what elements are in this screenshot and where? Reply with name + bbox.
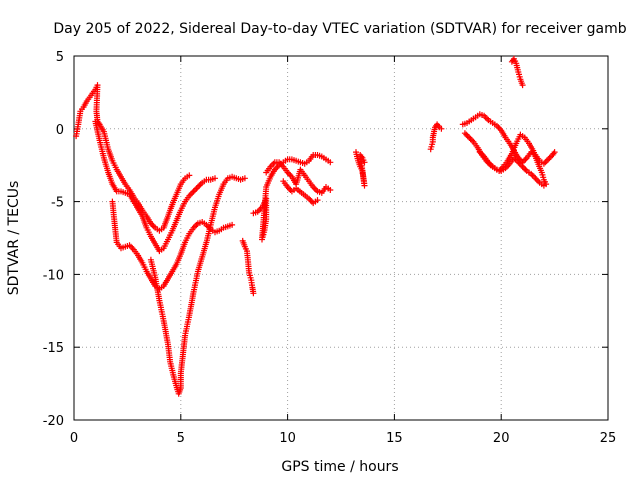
data-series-1 (73, 82, 193, 234)
y-tick-label: -20 (43, 414, 64, 429)
data-point (327, 187, 334, 193)
x-tick-label: 10 (279, 431, 296, 446)
x-tick-label: 20 (493, 431, 510, 446)
data-point (540, 182, 547, 189)
data-series-2 (92, 118, 218, 255)
plot-frame (73, 55, 609, 421)
y-tick-label: -10 (43, 268, 64, 283)
data-series-10 (427, 121, 445, 153)
y-tick-label: 5 (56, 50, 64, 65)
data-point (241, 175, 248, 182)
y-axis-label: SDTVAR / TECUs (6, 181, 22, 296)
data-point (314, 197, 321, 204)
data-points (73, 55, 558, 397)
data-series-4 (147, 173, 248, 397)
x-tick-label: 0 (70, 431, 78, 446)
y-tick-label: 0 (56, 123, 64, 138)
x-axis-label: GPS time / hours (281, 459, 398, 475)
axis-ticks: 0 5 10 15 20 25 5 0 -5 -10 -15 -20 (43, 50, 617, 446)
data-series-3 (109, 198, 236, 292)
x-tick-label: 15 (386, 431, 403, 446)
data-point (250, 290, 257, 297)
data-series-8 (280, 178, 321, 207)
data-series-5 (239, 237, 257, 297)
data-point (361, 159, 368, 166)
grid-lines (74, 56, 608, 420)
y-tick-label: -5 (51, 196, 64, 211)
x-tick-label: 25 (600, 431, 617, 446)
data-series-13 (476, 149, 547, 189)
data-point (438, 125, 445, 132)
data-point (212, 175, 218, 182)
data-point (551, 149, 558, 156)
data-point (519, 82, 526, 89)
data-point (229, 221, 236, 228)
data-point (186, 172, 193, 179)
data-series-14 (508, 55, 526, 89)
data-point (327, 159, 334, 166)
data-series-7 (263, 159, 334, 196)
data-series-9 (353, 149, 368, 189)
data-point (461, 130, 468, 137)
y-tick-label: -15 (43, 341, 64, 356)
x-tick-label: 5 (177, 431, 185, 446)
data-series-6 (250, 152, 334, 243)
chart-title: Day 205 of 2022, Sidereal Day-to-day VTE… (53, 21, 626, 37)
